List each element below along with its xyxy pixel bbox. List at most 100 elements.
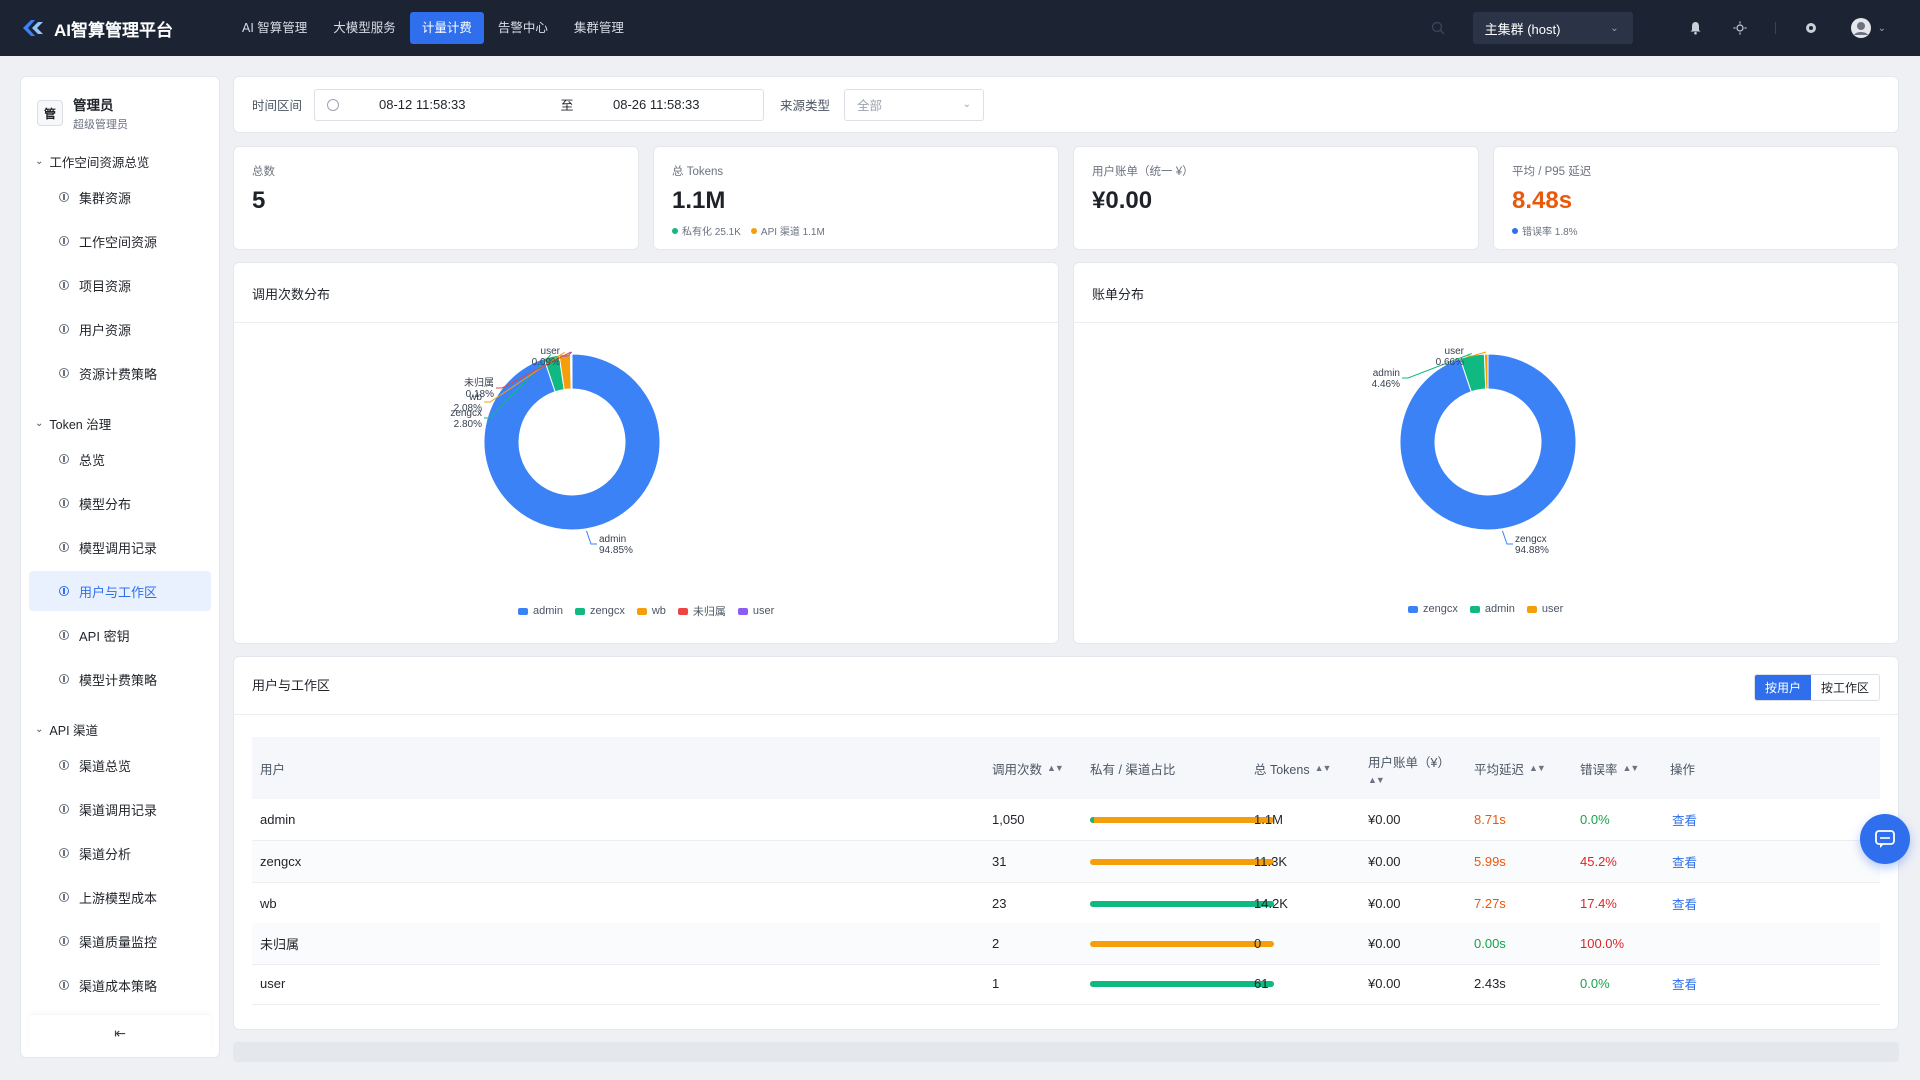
toggle-by-workspace[interactable]: 按工作区 xyxy=(1820,681,1869,695)
nav-ai-compute[interactable]: AI 智算管理 xyxy=(242,21,308,35)
legend-label: user xyxy=(752,605,775,617)
range-start[interactable]: 08-12 11:58:33 xyxy=(379,97,466,112)
col-calls[interactable]: 调用次数 ▲▼ xyxy=(992,762,1064,777)
sidebar-item[interactable]: 模型计费策略 xyxy=(29,659,211,699)
sidebar-item[interactable]: 工作空间资源 xyxy=(29,221,211,261)
cell-latency: 2.43s xyxy=(1474,976,1506,991)
sidebar-item[interactable]: 模型分布 xyxy=(29,483,211,523)
cluster-select[interactable]: 主集群 (host) ⌄ xyxy=(1472,12,1633,44)
view-link[interactable]: 查看 xyxy=(1672,856,1698,870)
sidebar-item[interactable]: 渠道分析 xyxy=(29,833,211,873)
col-bill[interactable]: 用户账单（¥） ▲▼ xyxy=(1368,755,1450,785)
col-error-rate[interactable]: 错误率 ▲▼ xyxy=(1580,762,1640,777)
legend-item[interactable]: zengcx xyxy=(574,603,625,619)
sort-icon[interactable]: ▲▼ xyxy=(1529,763,1546,773)
toggle-by-user[interactable]: 按用户 xyxy=(1754,675,1811,700)
legend-item[interactable]: zengcx xyxy=(1408,603,1458,615)
nav-alert-center[interactable]: 告警中心 xyxy=(497,21,548,35)
nav-cluster-management[interactable]: 集群管理 xyxy=(573,21,624,35)
legend-item[interactable]: admin xyxy=(518,603,563,619)
cell-user: 未归属 xyxy=(260,937,300,952)
view-link[interactable]: 查看 xyxy=(1672,814,1698,828)
sidebar-item[interactable]: API 密钥 xyxy=(29,615,211,655)
app-logo[interactable]: AI智算管理平台 xyxy=(20,16,210,41)
sidebar-group[interactable]: ⌄ API 渠道 xyxy=(21,717,219,741)
collapse-sidebar-button[interactable]: ⇤ xyxy=(29,1015,211,1051)
logo-icon xyxy=(20,17,46,39)
bell-icon[interactable] xyxy=(1685,17,1707,39)
search-icon[interactable] xyxy=(1427,17,1449,39)
sidebar-item-label: 集群资源 xyxy=(79,190,132,206)
toolbar-divider xyxy=(1774,22,1776,34)
sidebar-item[interactable]: 项目资源 xyxy=(29,265,211,305)
legend-label: user xyxy=(1541,603,1564,615)
sidebar-item[interactable]: 渠道总览 xyxy=(29,745,211,785)
chevron-down-icon: ⌄ xyxy=(35,155,44,167)
menu-item-icon xyxy=(59,236,69,246)
cell-bill: ¥0.00 xyxy=(1368,936,1401,951)
nav-llm-service[interactable]: 大模型服务 xyxy=(333,21,396,35)
col-latency[interactable]: 平均延迟 ▲▼ xyxy=(1474,762,1546,777)
slice-value-label: 0.66% xyxy=(1436,357,1464,368)
stat-card-tokens: 总 Tokens 1.1M 私有化 25.1K API 渠道 1.1M xyxy=(653,146,1059,250)
source-type-select[interactable]: 全部 ⌄ xyxy=(844,88,985,121)
sidebar-item[interactable]: 渠道调用记录 xyxy=(29,789,211,829)
legend-item[interactable]: wb xyxy=(636,603,666,619)
chat-assistant-button[interactable] xyxy=(1860,814,1910,864)
sidebar-item-label: 模型计费策略 xyxy=(79,672,158,688)
cell-ratio xyxy=(1090,923,1274,964)
slice-label: user xyxy=(1445,346,1465,357)
sidebar-item[interactable]: 用户与工作区 xyxy=(29,571,211,611)
user-role: 超级管理员 xyxy=(73,119,128,131)
gear-icon[interactable] xyxy=(1800,17,1822,39)
legend-item[interactable]: 未归属 xyxy=(677,603,726,619)
table-row: zengcx 31 11.3K ¥0.00 5.99s 45.2% 查看 xyxy=(252,841,1880,883)
view-link[interactable]: 查看 xyxy=(1672,978,1698,992)
leader-line xyxy=(586,530,597,545)
page-footer-strip xyxy=(233,1042,1899,1062)
menu-item-icon xyxy=(59,542,69,552)
range-end[interactable]: 08-26 11:58:33 xyxy=(613,97,700,112)
sidebar-item[interactable]: 资源计费策略 xyxy=(29,353,211,393)
donut-segment-user[interactable] xyxy=(1483,353,1489,390)
sidebar-item[interactable]: 上游模型成本 xyxy=(29,877,211,917)
donut-segment-admin[interactable] xyxy=(483,353,661,531)
sidebar-item[interactable]: 渠道质量监控 xyxy=(29,921,211,961)
legend-item[interactable]: admin xyxy=(1469,603,1515,615)
range-separator: 至 xyxy=(560,98,574,113)
sidebar-item[interactable]: 用户资源 xyxy=(29,309,211,349)
sidebar-item-label: 模型调用记录 xyxy=(79,540,158,556)
error-dot xyxy=(1512,227,1518,234)
view-link[interactable]: 查看 xyxy=(1672,898,1698,912)
table-row: wb 23 14.2K ¥0.00 7.27s 17.4% 查看 xyxy=(252,883,1880,925)
donut-segment-zengcx[interactable] xyxy=(1399,353,1577,531)
sidebar-item[interactable]: 模型调用记录 xyxy=(29,527,211,567)
legend-label: zengcx xyxy=(1423,603,1458,615)
sidebar-item[interactable]: 集群资源 xyxy=(29,177,211,217)
cell-error-rate: 45.2% xyxy=(1580,854,1617,869)
stat-sub-error: 错误率 1.8% xyxy=(1522,227,1578,238)
chevron-down-icon: ⌄ xyxy=(1610,22,1619,34)
user-avatar-menu[interactable]: ⌄ xyxy=(1850,17,1886,39)
sort-icon[interactable]: ▲▼ xyxy=(1368,774,1385,785)
sidebar-group[interactable]: ⌄ 工作空间资源总览 xyxy=(21,149,219,173)
sidebar-item[interactable]: 渠道成本策略 xyxy=(29,965,211,1005)
sidebar-item[interactable]: 总览 xyxy=(29,439,211,479)
sort-icon[interactable]: ▲▼ xyxy=(1047,763,1064,773)
legend-item[interactable]: user xyxy=(1526,603,1564,615)
slice-label: zengcx xyxy=(1515,534,1547,545)
cell-latency: 5.99s xyxy=(1474,854,1506,869)
sidebar-item-label: 用户资源 xyxy=(79,322,132,338)
sort-icon[interactable]: ▲▼ xyxy=(1622,763,1640,773)
sort-icon[interactable]: ▲▼ xyxy=(1314,763,1332,773)
nav-metering-billing[interactable]: 计量计费 xyxy=(409,12,484,44)
leader-line xyxy=(1501,530,1513,545)
time-range-picker[interactable]: 08-12 11:58:33 至 08-26 11:58:33 xyxy=(314,88,765,121)
legend-item[interactable]: user xyxy=(737,603,775,619)
theme-sun-icon[interactable] xyxy=(1729,17,1751,39)
private-dot xyxy=(672,227,678,234)
col-tokens[interactable]: 总 Tokens ▲▼ xyxy=(1254,762,1332,777)
leader-line xyxy=(562,351,573,357)
cell-calls: 1 xyxy=(992,976,1000,991)
sidebar-group[interactable]: ⌄ Token 治理 xyxy=(21,411,219,435)
